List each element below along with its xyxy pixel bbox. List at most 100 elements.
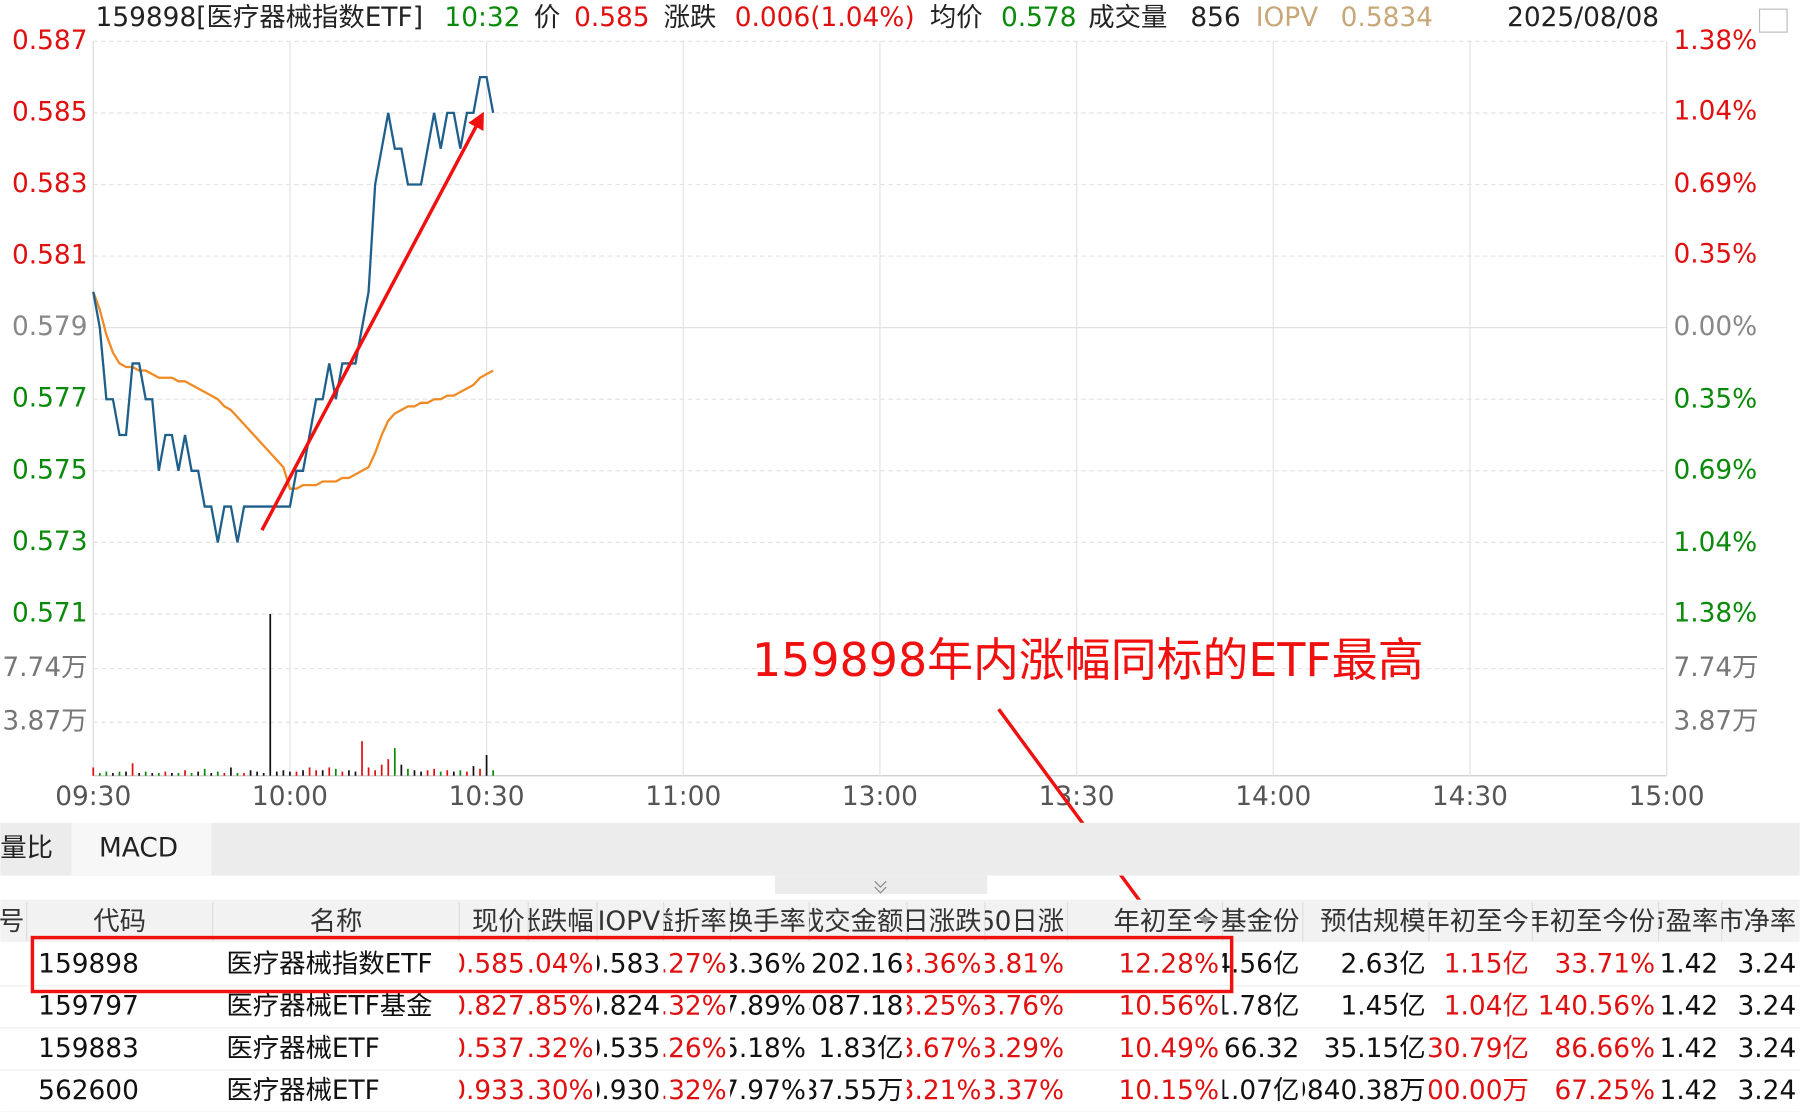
table-cell: 3.24	[1738, 950, 1797, 980]
column-header: 现价	[472, 907, 525, 937]
label: IOPV	[1256, 3, 1319, 33]
y-tick-label: 0.585	[12, 97, 88, 127]
label: 涨跌	[664, 3, 717, 33]
plot: 0.587 0.585 0.583 0.581 0.579 0.577 0.575 0.573…	[2, 26, 1758, 812]
table-cell: 41.42	[1643, 1076, 1719, 1106]
y-tick-label: 0.587	[12, 26, 88, 56]
table-cell: 0.824	[585, 992, 661, 1022]
y-tick-label: 0.583	[12, 169, 88, 199]
table-cell: 10.56%	[1118, 992, 1219, 1022]
table-cell: 159797	[38, 992, 139, 1022]
column-header: 号	[0, 907, 24, 937]
table-cell: 3.21%	[898, 1076, 982, 1106]
title: 159898[医疗器械指数ETF]	[96, 3, 423, 33]
column-header: 年初至今	[1114, 907, 1220, 937]
price: 0.585	[574, 3, 650, 33]
table-cell: 2202.16	[794, 950, 903, 980]
table-cell: 医疗器械ETF	[226, 1034, 379, 1064]
highlight-box	[30, 935, 1234, 994]
table-cell: 41.42	[1643, 1034, 1719, 1064]
collapse[interactable]	[774, 875, 988, 894]
table-cell: 1.45亿	[1340, 992, 1425, 1022]
icon[interactable]	[1758, 8, 1788, 33]
y-tick-label: 3.87万	[1673, 707, 1758, 737]
table-cell: 7.97%	[722, 1076, 806, 1106]
date: 2025/08/08	[1507, 3, 1659, 33]
x-tick-label: 10:30	[449, 782, 525, 812]
table-cell: 1.15亿	[1444, 950, 1529, 980]
column-header: 溢折率	[648, 907, 727, 937]
arrow	[260, 111, 484, 531]
y2-tick-label: 1.04%	[1673, 96, 1757, 126]
y2-tick-label: 1.04%	[1673, 528, 1757, 558]
y2-tick-label: 1.38%	[1673, 598, 1757, 628]
table-cell: 10.49%	[1118, 1034, 1219, 1064]
table-cell: 0.585	[449, 950, 525, 980]
table-cell: 0.583	[585, 950, 661, 980]
table-cell: 27.89%	[705, 992, 806, 1022]
table-cell: 3.36%	[898, 950, 982, 980]
table-cell: 13.29%	[964, 1034, 1065, 1064]
y2-tick-label: 0.69%	[1673, 169, 1757, 199]
column-header: 市净率	[1717, 907, 1796, 937]
column-header: IOPV	[598, 907, 661, 937]
table-cell: 0.930	[585, 1076, 661, 1106]
y-tick-label: 0.577	[12, 384, 88, 414]
table-cell: 13.81%	[964, 950, 1065, 980]
tab-label[interactable]: 量比	[0, 834, 53, 864]
column-header: 基金份	[1220, 907, 1299, 937]
table-cell: 0.537	[449, 1034, 525, 1064]
time: 10:32	[444, 3, 520, 33]
table-cell: 1.83亿	[818, 1034, 903, 1064]
table-cell: 5.18%	[722, 1034, 806, 1064]
x-tick-label: 14:00	[1235, 782, 1311, 812]
table-cell: 12.28%	[1118, 950, 1219, 980]
column-header: 预估规模	[1320, 907, 1426, 937]
table: 号代码 名称 现价涨跌幅 IOPV溢折率 换手率成交金额5日涨跌60日涨 年初至今 基金份预…	[0, 899, 1800, 1112]
table-cell: 0.32%	[643, 992, 727, 1022]
column-header: 名称	[310, 907, 363, 937]
table-cell: 4087.18	[794, 992, 903, 1022]
table-cell: 3.67%	[898, 1034, 982, 1064]
table-cell: 8.36%	[722, 950, 806, 980]
column-header: 60日涨	[978, 907, 1064, 937]
tab-label[interactable]: MACD	[99, 834, 178, 864]
table-cell: 159898	[38, 950, 139, 980]
x-tick-label: 11:00	[645, 782, 721, 812]
column-header: 成交金额	[798, 907, 904, 937]
table-cell: 66.32	[1224, 1034, 1300, 1064]
x-tick-label: 15:00	[1629, 782, 1705, 812]
tab[interactable]	[71, 822, 212, 876]
x-tick-label: 13:00	[842, 782, 918, 812]
arrow	[997, 708, 1168, 939]
table-cell: 3.24	[1738, 1076, 1797, 1106]
table-cell: 41.42	[1643, 950, 1719, 980]
y-tick-label: 0.575	[12, 455, 88, 485]
table-cell: 1.32%	[510, 1034, 594, 1064]
table-cell: 33.71%	[1555, 950, 1656, 980]
y2-tick-label: 1.38%	[1673, 26, 1757, 56]
y2-tick-label: 0.69%	[1673, 455, 1757, 485]
table-cell: 3.24	[1738, 992, 1797, 1022]
table-cell: 4300.00万	[1393, 1076, 1528, 1106]
table-cell: 30.79亿	[1427, 1034, 1529, 1064]
label: 成交量	[1088, 3, 1167, 33]
header: 159898[医疗器械指数ETF] 10:32 价 0.585 涨跌 0.006…	[96, 3, 1788, 33]
volume: 856	[1190, 3, 1240, 33]
table-cell: 787.55万	[785, 1076, 904, 1106]
tab-bar	[0, 822, 1800, 876]
table-cell: 0.32%	[643, 1076, 727, 1106]
price-line	[92, 75, 495, 543]
column-header: 涨跌幅	[514, 907, 593, 937]
column-header: 市盈率	[1639, 907, 1718, 937]
table-cell: 医疗器械ETF基金	[226, 992, 432, 1022]
table-cell: 2.63亿	[1340, 950, 1425, 980]
x-tick-label: 14:30	[1432, 782, 1508, 812]
label: 均价	[930, 3, 983, 33]
y-tick-label: 7.74万	[1673, 653, 1758, 683]
table-cell: 0.85%	[510, 992, 594, 1022]
avg-price: 0.578	[1001, 3, 1077, 33]
table-cell: 1.07亿	[1214, 1076, 1299, 1106]
